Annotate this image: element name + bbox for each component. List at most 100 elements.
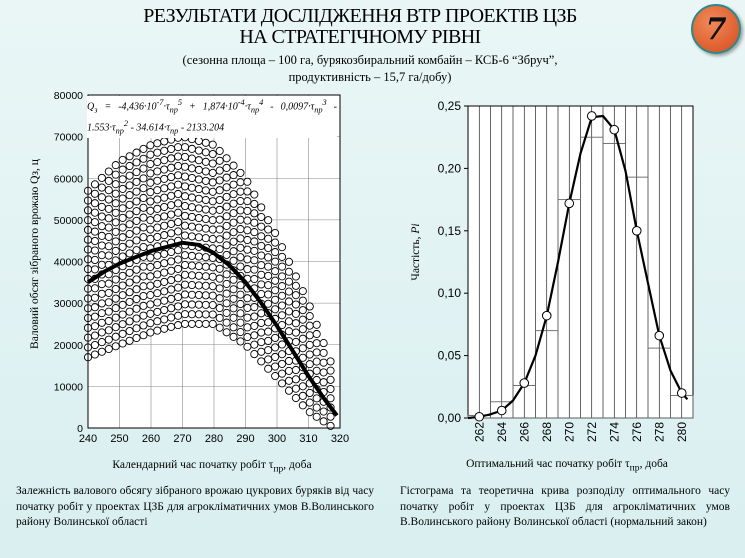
left-data-point (146, 253, 155, 262)
left-data-point (111, 294, 120, 303)
left-data-point (236, 243, 245, 252)
left-data-point (118, 165, 127, 174)
left-data-point (187, 261, 196, 270)
left-data-point (104, 251, 113, 260)
left-data-point (194, 136, 203, 146)
left-data-point (174, 189, 183, 199)
left-data-point (118, 155, 127, 164)
left-data-point (160, 315, 169, 324)
left-data-point (90, 227, 99, 236)
left-data-point (194, 271, 203, 280)
left-data-point (180, 202, 190, 211)
left-data-point (264, 225, 273, 234)
left-data-point (291, 281, 300, 290)
left-data-point (215, 245, 224, 254)
left-data-point (167, 285, 176, 294)
left-data-point (90, 322, 99, 331)
left-data-point (139, 213, 148, 222)
left-data-point (250, 303, 259, 312)
left-data-point (194, 146, 203, 155)
left-data-point (139, 301, 148, 310)
left-data-point (153, 148, 162, 157)
left-data-point (277, 272, 287, 281)
left-data-point (243, 323, 252, 332)
left-data-point (118, 242, 127, 251)
left-data-point (236, 187, 245, 196)
left-data-point (215, 215, 224, 224)
left-data-point (160, 231, 169, 240)
left-data-point (97, 222, 106, 231)
left-data-point (250, 246, 259, 255)
left-data-point (243, 177, 252, 186)
left-data-point (90, 208, 99, 217)
left-data-point (215, 156, 224, 165)
left-data-point (167, 173, 176, 182)
left-data-point (257, 318, 266, 327)
left-data-point (229, 171, 238, 180)
left-data-point (236, 262, 245, 271)
left-data-point (284, 327, 294, 336)
left-data-point (97, 193, 106, 202)
left-data-point (187, 232, 196, 241)
left-data-point (243, 245, 252, 254)
left-data-point (125, 336, 134, 345)
left-data-point (180, 280, 190, 289)
left-data-point (229, 313, 238, 322)
left-data-point (201, 195, 210, 205)
left-y-tick-label: 10000 (54, 381, 83, 393)
left-data-point (250, 228, 259, 237)
left-data-point (187, 251, 196, 260)
left-data-point (97, 183, 106, 192)
left-data-point (111, 332, 120, 341)
left-data-point (174, 264, 183, 273)
left-data-point (174, 199, 183, 208)
left-y-tick-label: 0 (77, 423, 83, 435)
left-data-point (236, 225, 245, 234)
left-data-point (167, 144, 176, 154)
right-x-tick-label: 276 (630, 422, 644, 442)
left-data-point (167, 182, 176, 191)
left-data-point (222, 289, 231, 298)
left-data-point (236, 196, 245, 206)
left-data-point (284, 376, 294, 385)
left-data-point (153, 232, 162, 241)
left-data-point (201, 176, 210, 185)
left-data-point (125, 326, 134, 336)
left-data-point (277, 379, 287, 388)
left-data-point (243, 206, 252, 215)
left-data-point (284, 277, 294, 286)
left-data-point (271, 305, 280, 314)
left-data-point (271, 276, 280, 285)
left-data-point (208, 178, 217, 187)
left-data-point (187, 290, 196, 299)
left-data-point (160, 146, 169, 155)
left-data-point (160, 268, 169, 277)
left-data-point (139, 282, 148, 291)
left-data-point (125, 317, 134, 326)
left-data-point (326, 357, 335, 366)
left-data-point (180, 300, 190, 309)
left-data-point (250, 199, 259, 208)
left-data-point (167, 210, 176, 219)
left-data-point (180, 152, 190, 161)
right-x-tick-label: 278 (652, 422, 666, 442)
left-data-point (277, 369, 287, 378)
curve-marker (564, 198, 575, 209)
left-data-point (208, 272, 217, 281)
left-data-point (111, 284, 120, 294)
left-data-point (118, 329, 127, 338)
left-data-point (277, 359, 287, 368)
left-data-point (153, 251, 162, 260)
left-data-point (229, 218, 238, 227)
left-data-point (277, 311, 287, 320)
left-data-point (257, 251, 266, 260)
left-data-point (146, 234, 155, 243)
left-data-point (298, 296, 307, 305)
left-data-point (222, 202, 231, 211)
left-data-point (229, 180, 238, 189)
left-data-point (319, 407, 328, 416)
left-chart-xlabel: Календарний час початку робіт τпр, доба (112, 459, 312, 475)
left-data-point (153, 317, 162, 326)
left-data-point (326, 375, 335, 384)
